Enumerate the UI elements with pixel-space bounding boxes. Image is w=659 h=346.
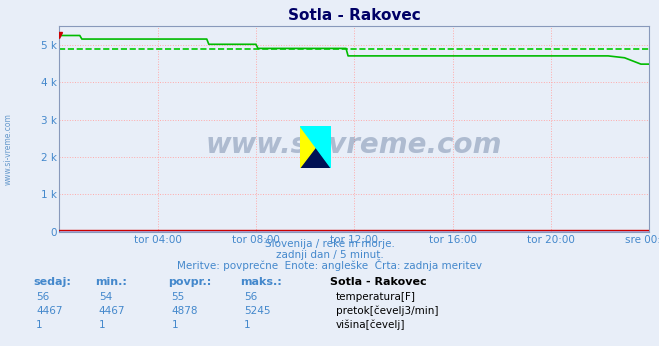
Text: 1: 1 bbox=[99, 320, 105, 330]
Text: maks.:: maks.: bbox=[241, 277, 282, 288]
Text: pretok[čevelj3/min]: pretok[čevelj3/min] bbox=[336, 306, 439, 316]
Text: www.si-vreme.com: www.si-vreme.com bbox=[3, 113, 13, 185]
Text: zadnji dan / 5 minut.: zadnji dan / 5 minut. bbox=[275, 250, 384, 260]
Text: min.:: min.: bbox=[96, 277, 127, 288]
Text: višina[čevelj]: višina[čevelj] bbox=[336, 319, 405, 330]
Polygon shape bbox=[300, 126, 331, 168]
Text: 1: 1 bbox=[36, 320, 43, 330]
Text: 56: 56 bbox=[244, 292, 257, 302]
Text: 1: 1 bbox=[171, 320, 178, 330]
Text: povpr.:: povpr.: bbox=[168, 277, 212, 288]
Text: 56: 56 bbox=[36, 292, 49, 302]
Title: Sotla - Rakovec: Sotla - Rakovec bbox=[288, 8, 420, 24]
Text: Sotla - Rakovec: Sotla - Rakovec bbox=[330, 277, 426, 288]
Text: sedaj:: sedaj: bbox=[33, 277, 71, 288]
Text: 4467: 4467 bbox=[99, 306, 125, 316]
Text: 54: 54 bbox=[99, 292, 112, 302]
Text: Slovenija / reke in morje.: Slovenija / reke in morje. bbox=[264, 239, 395, 249]
Polygon shape bbox=[300, 126, 331, 168]
Text: Meritve: povprečne  Enote: angleške  Črta: zadnja meritev: Meritve: povprečne Enote: angleške Črta:… bbox=[177, 259, 482, 271]
Text: 1: 1 bbox=[244, 320, 250, 330]
Text: temperatura[F]: temperatura[F] bbox=[336, 292, 416, 302]
Text: 5245: 5245 bbox=[244, 306, 270, 316]
Text: 4878: 4878 bbox=[171, 306, 198, 316]
Polygon shape bbox=[300, 126, 331, 168]
Text: 55: 55 bbox=[171, 292, 185, 302]
Text: www.si-vreme.com: www.si-vreme.com bbox=[206, 131, 502, 160]
Text: 4467: 4467 bbox=[36, 306, 63, 316]
